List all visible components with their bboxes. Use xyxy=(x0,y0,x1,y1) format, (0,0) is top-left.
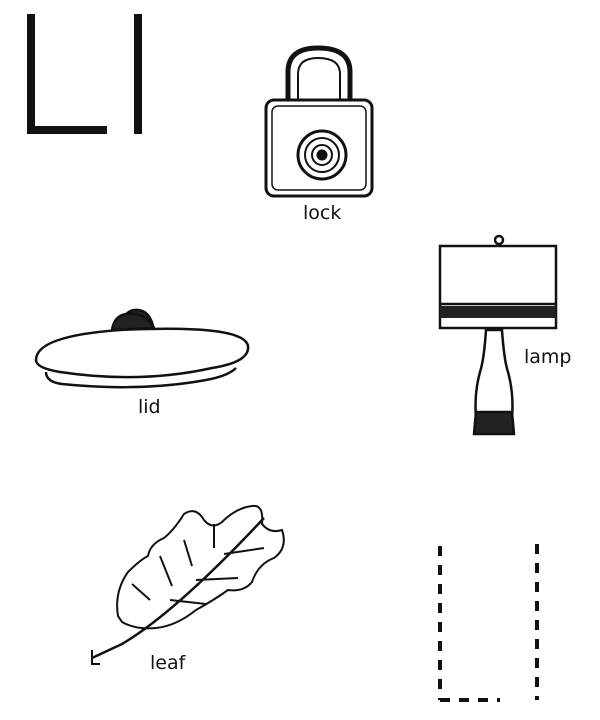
word-label-leaf: leaf xyxy=(150,652,186,674)
word-label-lid: lid xyxy=(138,396,161,418)
padlock-icon xyxy=(264,45,374,198)
word-label-lock: lock xyxy=(303,202,342,224)
dashed-letter-l-trace xyxy=(438,544,539,702)
word-label-lamp: lamp xyxy=(524,346,572,368)
table-lamp-icon xyxy=(438,234,558,436)
pot-lid-icon xyxy=(34,308,250,389)
uppercase-letter-L xyxy=(27,14,107,134)
leaf-icon xyxy=(91,504,285,665)
